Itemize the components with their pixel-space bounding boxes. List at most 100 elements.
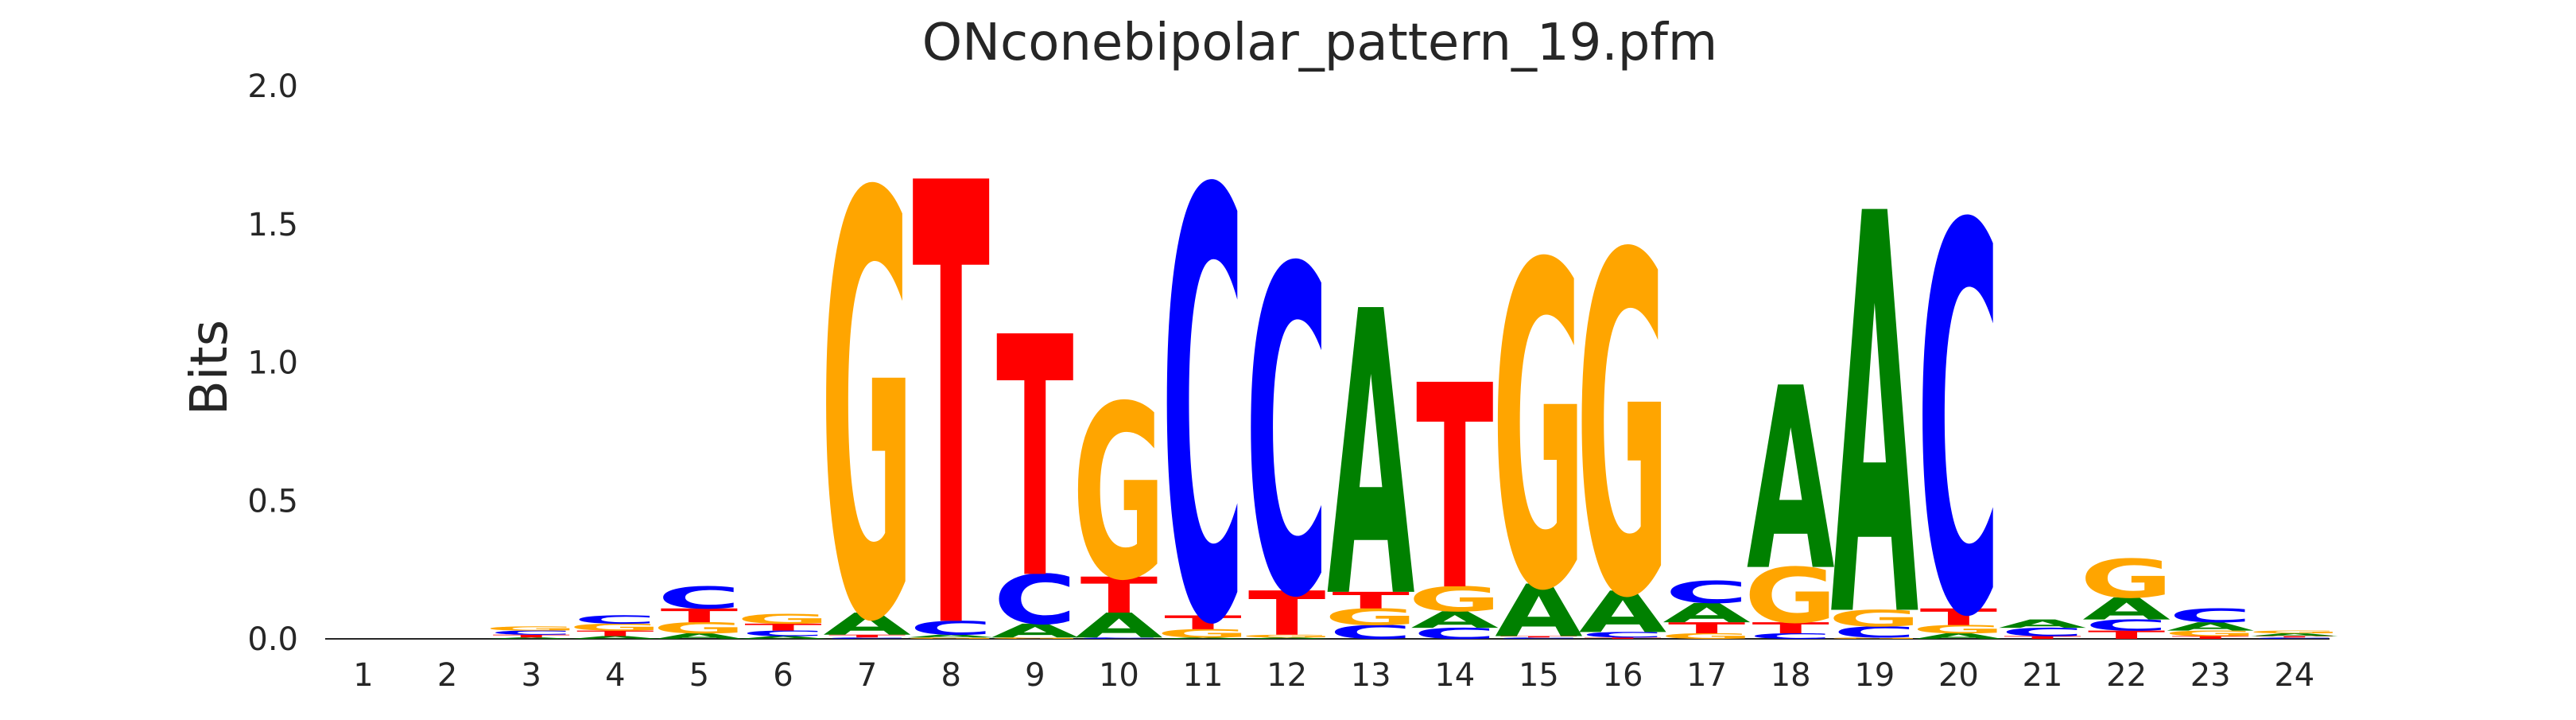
logo-letter-T: T — [2088, 629, 2165, 642]
logo-letter-A: A — [1915, 632, 2003, 640]
x-tick-label: 24 — [2274, 657, 2314, 694]
logo-letter-G: G — [2248, 630, 2341, 635]
logo-letter-A: A — [2251, 632, 2339, 637]
logo-letter-G: G — [1492, 173, 1585, 689]
logo-letter-T: T — [828, 634, 906, 639]
logo-letter-G: G — [1912, 623, 2005, 636]
x-tick-label: 17 — [1686, 657, 1727, 694]
logo-letter-T: T — [576, 629, 654, 638]
logo-letter-T: T — [1584, 637, 1662, 640]
logo-letter-G: G — [653, 619, 746, 636]
logo-letter-G: G — [821, 74, 914, 716]
x-tick-label: 14 — [1434, 657, 1475, 694]
x-tick-label: 1 — [353, 657, 373, 694]
logo-letter-T: T — [1164, 612, 1242, 634]
x-tick-label: 19 — [1854, 657, 1895, 694]
y-tick-label: 1.0 — [247, 345, 298, 382]
logo-letter-A: A — [2082, 591, 2171, 626]
logo-letter-A: A — [1579, 579, 1667, 646]
logo-letter-G: G — [905, 637, 998, 640]
y-tick-label: 1.5 — [247, 207, 298, 243]
logo-letter-G: G — [1576, 158, 1669, 701]
logo-letter-G: G — [2080, 549, 2173, 610]
y-axis-label: Bits — [180, 320, 239, 415]
logo-letter-T: T — [912, 59, 990, 716]
logo-letter-A: A — [487, 637, 576, 640]
logo-letter-T: T — [2004, 636, 2081, 640]
logo-letter-T: T — [1752, 619, 1829, 636]
logo-letter-G: G — [1828, 605, 1921, 632]
logo-letter-C: C — [1413, 625, 1496, 642]
x-tick-label: 16 — [1603, 657, 1643, 694]
x-tick-label: 20 — [1938, 657, 1979, 694]
logo-letter-T: T — [492, 634, 570, 639]
logo-letter-T: T — [661, 605, 739, 627]
x-tick-label: 9 — [1025, 657, 1045, 694]
y-tick-label: 2.0 — [247, 68, 298, 105]
x-tick-labels: 1 2 3 4 5 6 7 8 9 10 11 12 13 14 15 16 17 18 19 20 21 22 23 24 — [353, 657, 2314, 694]
logo-letter-T: T — [2171, 636, 2249, 640]
logo-letter-G: G — [988, 637, 1081, 640]
logo-letter-A: A — [1327, 230, 1416, 685]
chart-title: ONconebipolar_pattern_19.pfm — [922, 14, 1717, 72]
logo-letter-C: C — [1162, 71, 1245, 716]
logo-letter-C: C — [2001, 625, 2085, 639]
x-tick-label: 5 — [689, 657, 709, 694]
logo-letter-C: C — [1917, 115, 2000, 716]
logo-letter-A: A — [572, 636, 660, 640]
logo-letter-A: A — [739, 636, 828, 640]
logo-letter-A: A — [823, 606, 911, 641]
logo-letter-T: T — [1668, 619, 1745, 636]
logo-letter-G: G — [485, 625, 578, 632]
logo-letter-G: G — [568, 622, 661, 633]
logo-letter-C: C — [2252, 637, 2336, 640]
x-tick-label: 22 — [2106, 657, 2147, 694]
logo-letter-G: G — [1828, 637, 1921, 640]
logo-letter-G: G — [1408, 579, 1501, 619]
logo-letter-T: T — [1332, 587, 1409, 613]
logo-letter-G: G — [1660, 632, 1753, 640]
x-tick-label: 7 — [857, 657, 877, 694]
logo-letter-T: T — [1248, 579, 1325, 650]
x-tick-label: 4 — [605, 657, 625, 694]
logo-letter-A: A — [1159, 637, 1247, 640]
x-tick-label: 10 — [1099, 657, 1139, 694]
logo-letter-C: C — [825, 637, 909, 640]
logo-letter-C: C — [573, 613, 657, 627]
logo-letter-G: G — [1156, 627, 1249, 640]
y-tick-labels: 0.0 0.5 1.0 1.5 2.0 — [247, 68, 298, 658]
logo-letter-G: G — [2164, 629, 2257, 638]
logo-letter-G: G — [1744, 551, 1837, 640]
x-tick-label: 15 — [1519, 657, 1559, 694]
logo-letter-T: T — [744, 622, 821, 633]
logo-letter-C: C — [1833, 624, 1916, 641]
logo-letter-C: C — [1581, 630, 1665, 639]
logo-letter-C: C — [993, 561, 1077, 640]
logo-letter-G: G — [1073, 356, 1166, 634]
logo-letter-C: C — [742, 629, 825, 638]
logo-letter-C: C — [1245, 175, 1329, 696]
logo-letter-A: A — [655, 632, 743, 640]
logo-letter-C: C — [1749, 632, 1833, 640]
logo-letter-C: C — [1497, 637, 1581, 640]
x-tick-label: 3 — [521, 657, 541, 694]
logo-letter-G: G — [1240, 634, 1333, 639]
logo-letter-C: C — [1329, 621, 1413, 644]
x-tick-label: 21 — [2023, 657, 2063, 694]
logo-letter-T: T — [1500, 636, 1578, 638]
logo-letter-T: T — [1416, 327, 1494, 653]
logo-letter-A: A — [1662, 598, 1751, 629]
logo-letter-T: T — [1080, 567, 1158, 625]
logo-letter-C: C — [1665, 574, 1748, 609]
logo-letter-A: A — [1831, 99, 1920, 716]
logo-letter-C: C — [910, 617, 993, 640]
y-tick-label: 0.0 — [247, 621, 298, 658]
x-tick-label: 6 — [773, 657, 793, 694]
logo-letter-C: C — [1077, 637, 1161, 640]
logo-letter-A: A — [907, 634, 995, 639]
x-tick-label: 2 — [437, 657, 457, 694]
x-tick-label: 18 — [1771, 657, 1811, 694]
